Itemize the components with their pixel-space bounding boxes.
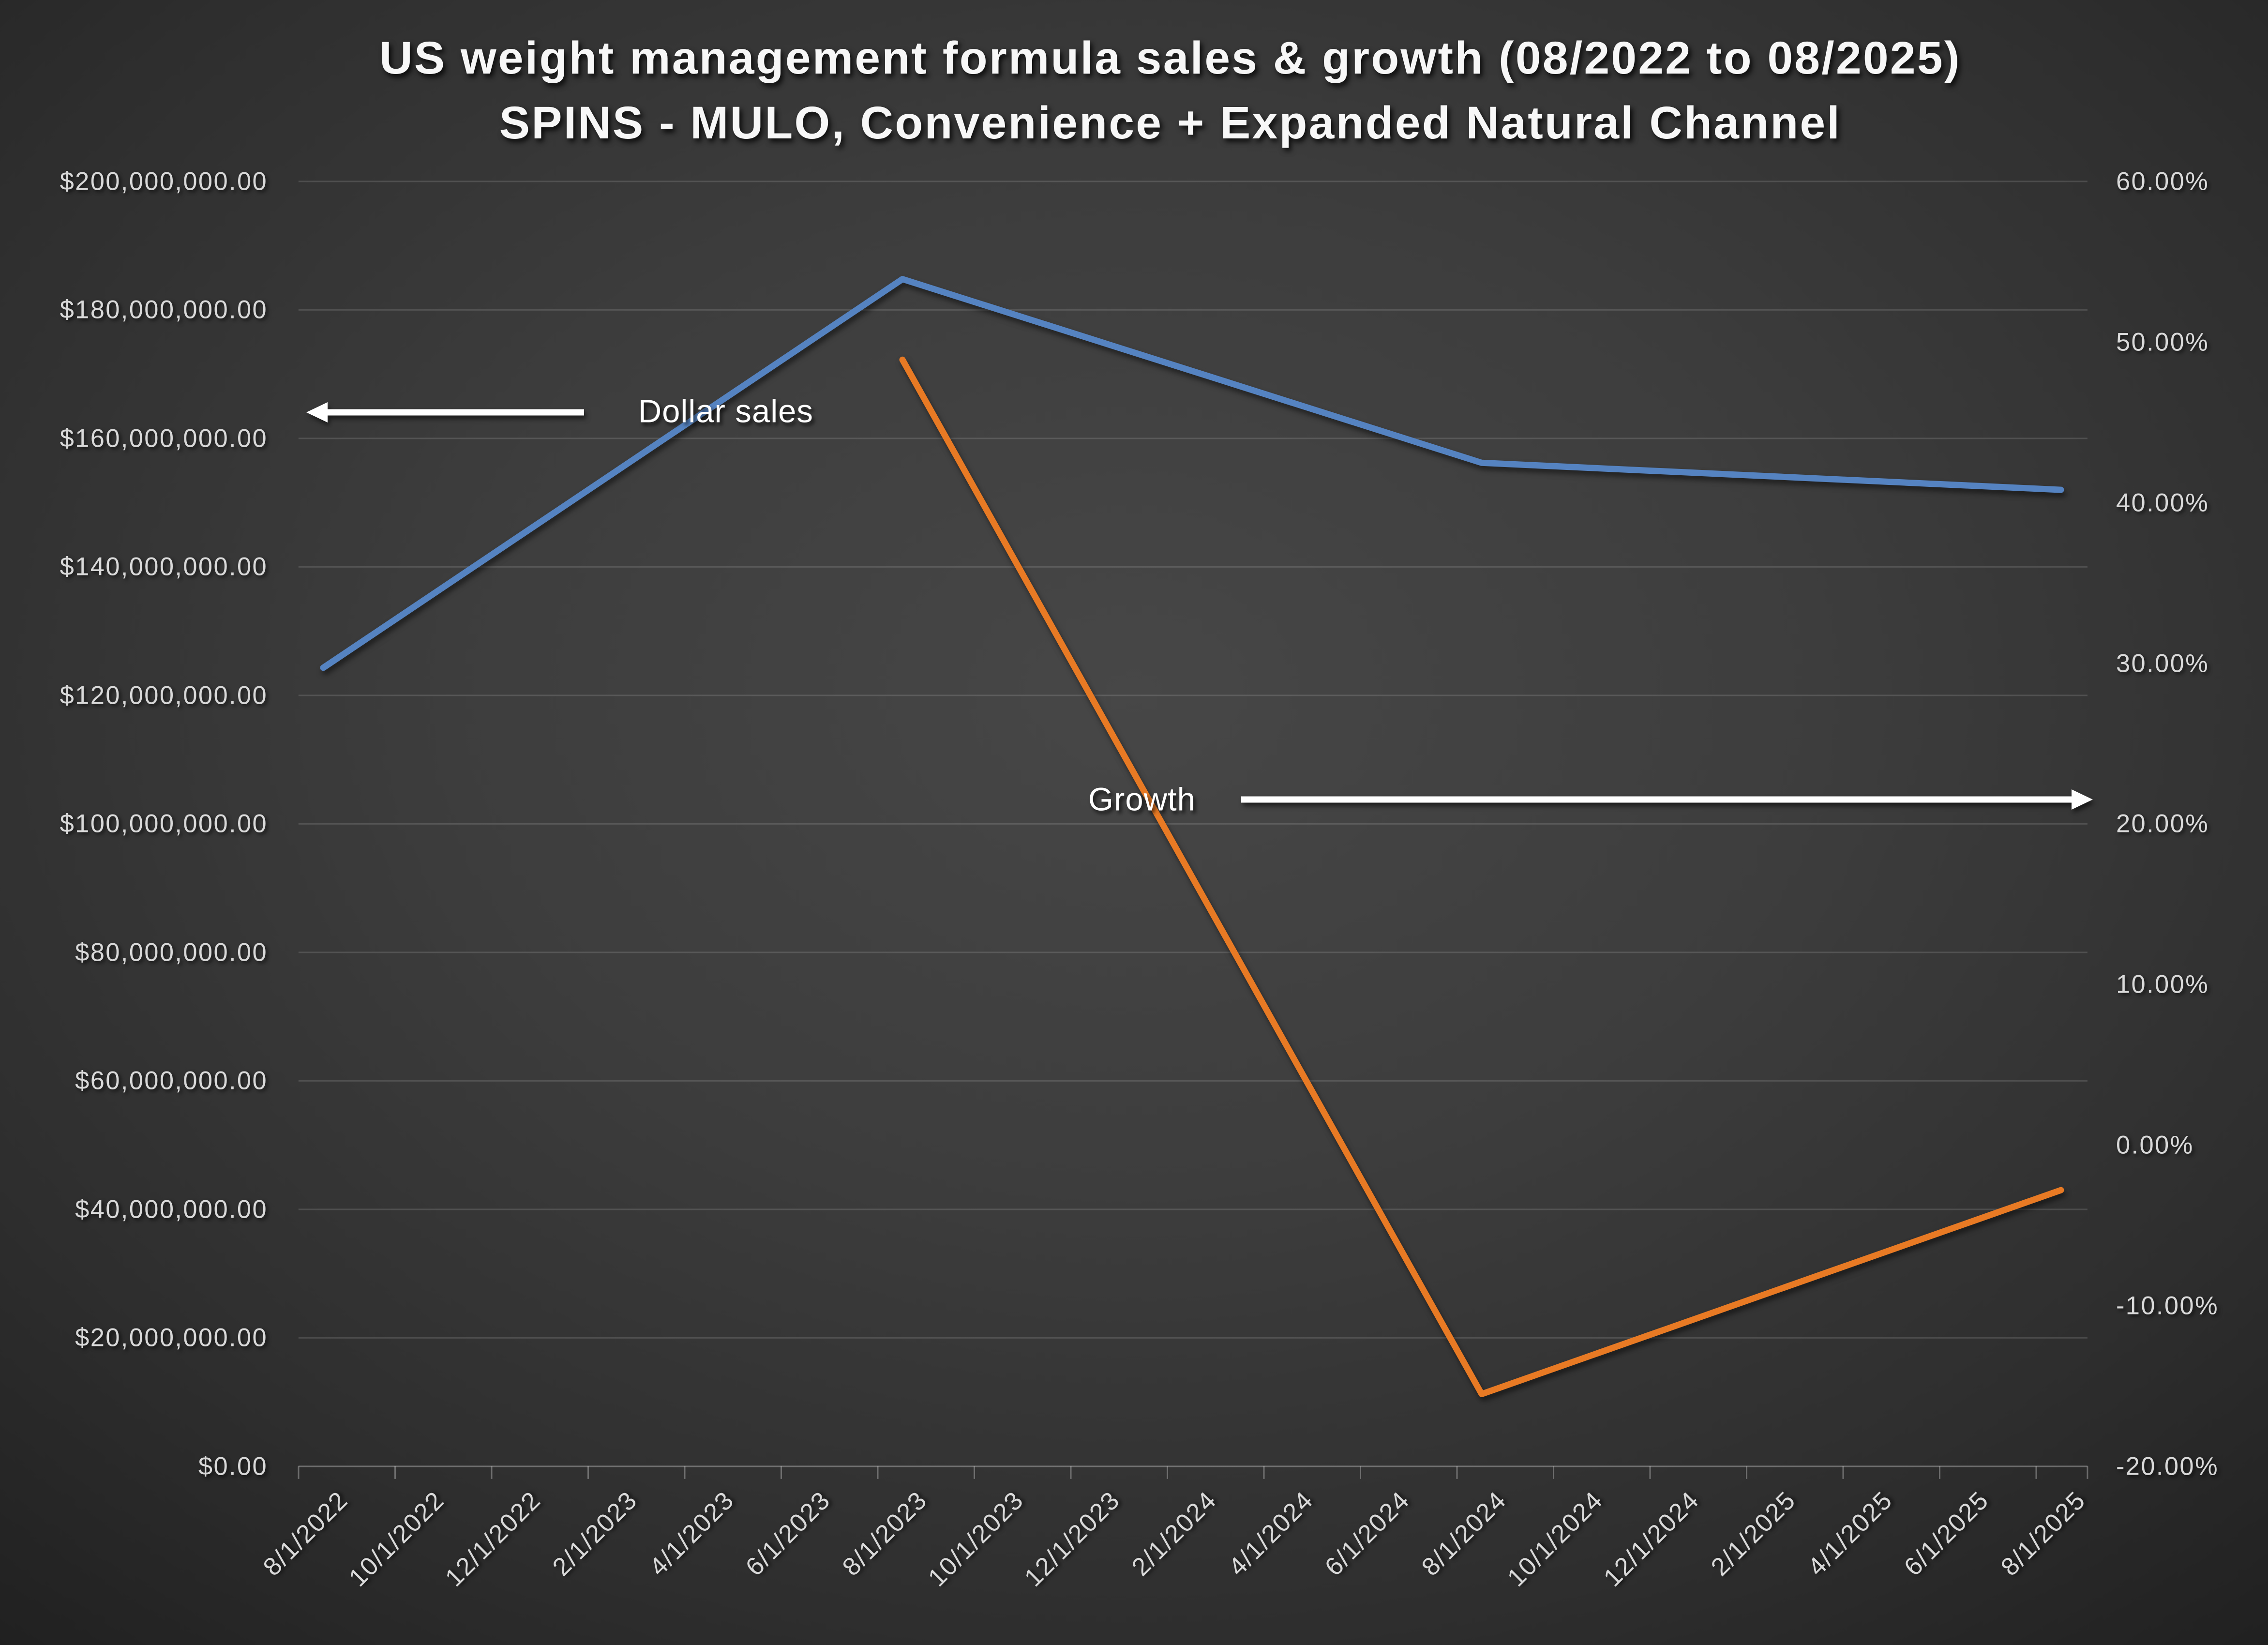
series-line-dollar-sales [320, 276, 2064, 671]
left-axis-tick-label: $160,000,000.00 [60, 424, 268, 453]
chart-title: US weight management formula sales & gro… [379, 26, 1961, 156]
right-axis-tick-label: 0.00% [2116, 1131, 2194, 1160]
right-axis-tick-label: -20.00% [2116, 1452, 2219, 1481]
right-axis-tick-label: 60.00% [2116, 167, 2209, 196]
left-axis-tick-label: $140,000,000.00 [60, 552, 268, 581]
dollar-sales-annotation-label: Dollar sales [638, 393, 813, 430]
growth-annotation-label: Growth [1088, 781, 1196, 818]
left-axis-tick-label: $60,000,000.00 [75, 1066, 268, 1095]
right-axis-tick-label: 10.00% [2116, 970, 2209, 999]
right-axis-tick-label: 50.00% [2116, 328, 2209, 357]
chart-title-line1: US weight management formula sales & gro… [379, 32, 1961, 84]
left-axis-tick-label: $20,000,000.00 [75, 1323, 268, 1352]
left-axis-tick-label: $120,000,000.00 [60, 681, 268, 710]
left-axis-tick-label: $40,000,000.00 [75, 1195, 268, 1224]
right-axis-tick-label: 40.00% [2116, 488, 2209, 517]
dollar-sales-arrow [306, 402, 584, 423]
right-axis-tick-label: -10.00% [2116, 1291, 2219, 1320]
right-axis-tick-label: 30.00% [2116, 649, 2209, 678]
series-line-growth [899, 356, 2064, 1397]
growth-arrow [1241, 789, 2093, 810]
left-axis-tick-label: $80,000,000.00 [75, 938, 268, 967]
left-axis-tick-label: $180,000,000.00 [60, 295, 268, 324]
left-axis-tick-label: $100,000,000.00 [60, 809, 268, 838]
chart-title-line2: SPINS - MULO, Convenience + Expanded Nat… [499, 97, 1842, 149]
left-axis-tick-label: $0.00 [198, 1452, 268, 1481]
right-axis-tick-label: 20.00% [2116, 809, 2209, 838]
left-axis-tick-label: $200,000,000.00 [60, 167, 268, 196]
